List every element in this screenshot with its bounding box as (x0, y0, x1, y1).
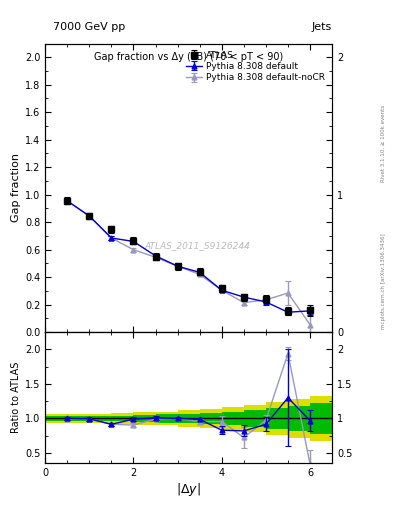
Text: Gap fraction vs Δy (FB) (70 < pT < 90): Gap fraction vs Δy (FB) (70 < pT < 90) (94, 52, 283, 62)
Y-axis label: Gap fraction: Gap fraction (11, 153, 21, 222)
Text: Jets: Jets (311, 22, 331, 32)
Text: Rivet 3.1.10, ≥ 100k events: Rivet 3.1.10, ≥ 100k events (381, 105, 386, 182)
Text: mcplots.cern.ch [arXiv:1306.3436]: mcplots.cern.ch [arXiv:1306.3436] (381, 234, 386, 329)
Text: 7000 GeV pp: 7000 GeV pp (53, 22, 125, 32)
Y-axis label: Ratio to ATLAS: Ratio to ATLAS (11, 362, 21, 434)
X-axis label: $|\Delta y|$: $|\Delta y|$ (176, 481, 201, 498)
Text: ATLAS_2011_S9126244: ATLAS_2011_S9126244 (144, 241, 250, 250)
Legend: ATLAS, Pythia 8.308 default, Pythia 8.308 default-noCR: ATLAS, Pythia 8.308 default, Pythia 8.30… (183, 48, 328, 85)
